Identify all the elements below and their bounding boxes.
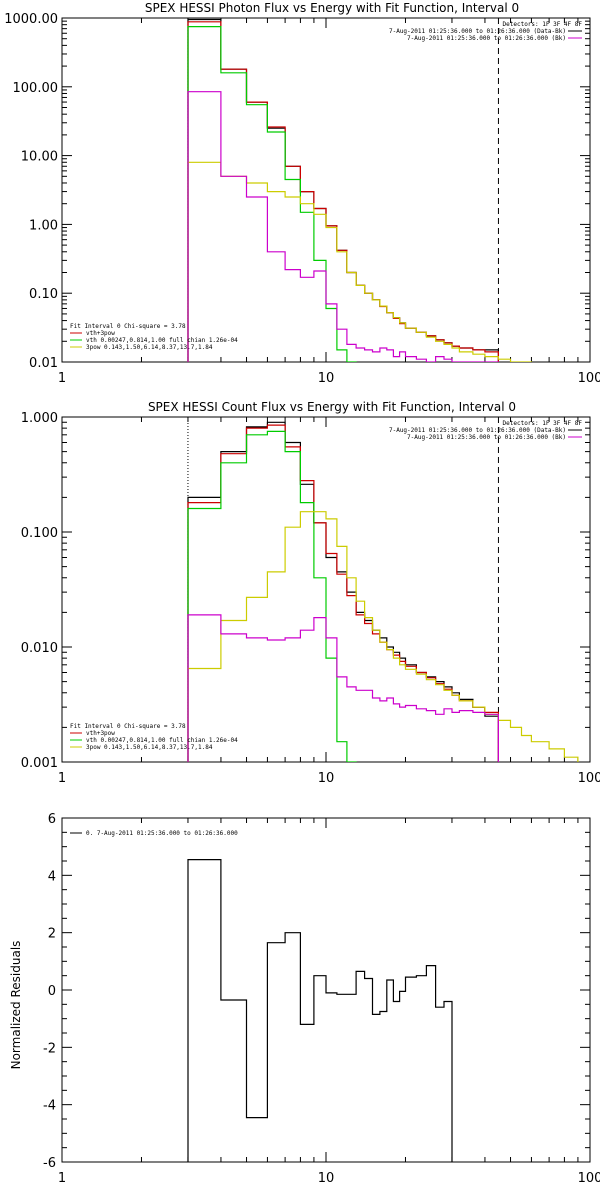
y-tick-label: 10.00 [21,150,58,165]
photon-flux-title: SPEX HESSI Photon Flux vs Energy with Fi… [145,1,519,15]
y-tick-label: 0.01 [29,356,58,371]
x-tick-label: 10 [318,771,335,786]
series-4-step-line [187,614,499,762]
series-3-step-line [187,511,579,762]
legend-item-label: 0. 7-Aug-2011 01:25:36.000 to 01:26:36.0… [86,830,238,837]
legend-header: Fit Interval 0 Chi-square = 3.78 [70,723,186,730]
plot-area [187,859,453,1162]
y-tick-label: 2 [48,927,56,942]
x-tick-label: 1 [58,1171,66,1186]
residuals-y-axis-label: Normalized Residuals [9,941,23,1070]
residuals-panel: Normalized Residuals 1 10 100 -6 -4 -2 0 2 4 6 0. … [9,812,600,1186]
legend-item-label: 7-Aug-2011 01:25:36.000 to 01:26:36.000 … [407,35,566,42]
x-tick-label: 1 [58,371,66,386]
plot-area [187,18,532,362]
y-tick-label: -4 [43,1099,56,1114]
series-2-step-line [187,26,357,362]
y-tick-label: 0.10 [29,287,58,302]
series-0-step-line [187,18,499,362]
x-tick-label: 100 [578,371,600,386]
x-tick-label: 1 [58,771,66,786]
legend-item-label: vth 0.00247,0.814,1.00 full chian 1.26e-… [86,337,238,344]
x-tick-label: 100 [578,1171,600,1186]
legend-item-label: vth+3pow [86,730,115,737]
legend-item-label: 7-Aug-2011 01:25:36.000 to 01:26:36.000 … [407,434,566,441]
legend-item-label: vth+3pow [86,330,115,337]
y-tick-label: 0.001 [21,756,58,771]
y-tick-label: 1.000 [21,411,58,426]
y-tick-label: 100.00 [13,81,59,96]
legend-item-label: vth 0.00247,0.814,1.00 full chian 1.26e-… [86,737,238,744]
count-flux-panel: SPEX HESSI Count Flux vs Energy with Fit… [21,400,600,786]
series-1-step-line [187,424,499,762]
legend-item-label: 3pow 0.143,1.50,6.14,8.37,13.7,1.84 [86,344,213,351]
series-2-step-line [187,430,357,762]
legend-header: Fit Interval 0 Chi-square = 3.78 [70,323,186,330]
legend-item-label: 7-Aug-2011 01:25:36.000 to 01:26:36.000 … [389,427,566,434]
y-tick-label: 4 [48,869,56,884]
y-tick-label: 0.010 [21,641,58,656]
legend-header: Detectors: 1F 3F 4F 8F [503,21,583,28]
legend-item-label: 7-Aug-2011 01:25:36.000 to 01:26:36.000 … [389,28,566,35]
legend-item-label: 3pow 0.143,1.50,6.14,8.37,13.7,1.84 [86,744,213,751]
y-tick-label: 0.100 [21,526,58,541]
y-tick-label: -2 [43,1041,56,1056]
y-tick-label: 6 [48,812,56,827]
series-0-step-line [187,859,453,1162]
y-tick-label: 1000.00 [4,12,58,27]
series-3-step-line [187,161,532,362]
x-tick-label: 10 [318,371,335,386]
x-tick-label: 100 [578,771,600,786]
photon-flux-panel: SPEX HESSI Photon Flux vs Energy with Fi… [4,1,600,386]
series-4-step-line [187,91,499,362]
plot-area [187,417,579,762]
plot-frame [61,17,591,363]
x-tick-label: 10 [318,1171,335,1186]
y-tick-label: 1.00 [29,218,58,233]
y-tick-label: 0 [48,984,56,999]
y-tick-label: -6 [43,1156,56,1171]
count-flux-title: SPEX HESSI Count Flux vs Energy with Fit… [148,400,516,414]
legend-header: Detectors: 1F 3F 4F 8F [503,420,583,427]
